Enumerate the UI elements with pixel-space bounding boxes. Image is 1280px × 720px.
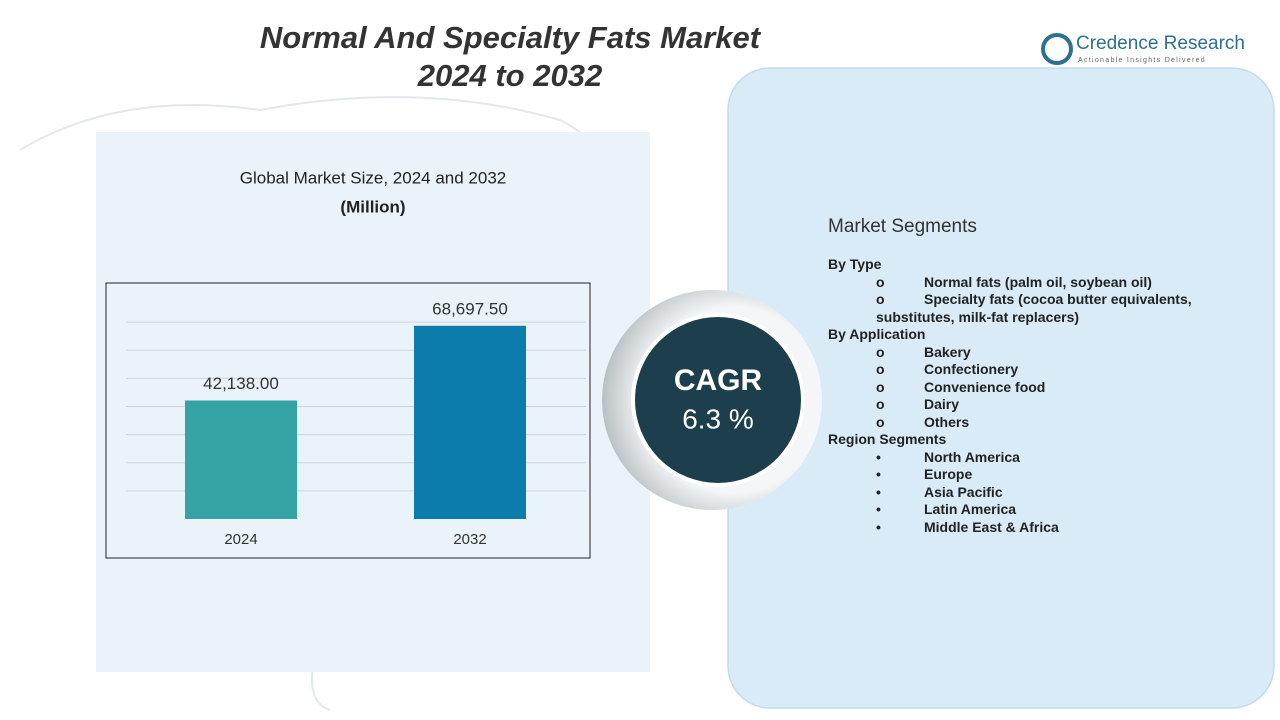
bullet: • xyxy=(876,501,881,517)
bar xyxy=(414,325,526,519)
segment-item-text: Dairy xyxy=(924,396,960,412)
title-line-2: 2024 to 2032 xyxy=(417,58,603,93)
logo-tagline: Actionable Insights Delivered xyxy=(1078,57,1206,64)
segment-item: o Convenience food xyxy=(876,379,1216,397)
segment-item: o Others xyxy=(876,414,1216,432)
segment-item: o Specialty fats (cocoa butter equivalent… xyxy=(876,291,1216,326)
x-tick-label: 2032 xyxy=(453,531,486,548)
title-line-1: Normal And Specialty Fats Market xyxy=(259,20,761,55)
segment-item-text: Others xyxy=(924,413,970,430)
bullet: o xyxy=(876,378,885,395)
segments: Market Segments By Type o Normal fats (pal… xyxy=(828,216,1248,536)
data-label: 42,138.00 xyxy=(203,374,279,393)
plot-frame xyxy=(105,282,591,559)
segment-item-text: Convenience food xyxy=(924,378,1046,395)
bar xyxy=(185,400,297,519)
cagr-label: CAGR xyxy=(674,364,763,397)
bullet: o xyxy=(876,273,885,290)
segment-item: o Normal fats (palm oil, soybean oil) xyxy=(876,274,1216,292)
bullet: • xyxy=(876,483,881,500)
bullet: • xyxy=(876,448,881,465)
segment-item-text: Asia Pacific xyxy=(924,483,1003,500)
bullet: • xyxy=(876,466,881,482)
segment-item: • Europe xyxy=(876,466,1216,484)
bullet: o xyxy=(876,343,885,360)
bullet: o xyxy=(876,413,885,430)
segment-item-text: Normal fats (palm oil, soybean oil) xyxy=(924,273,1152,290)
segment-heading: Region Segments xyxy=(828,431,947,447)
segments-title: Market Segments xyxy=(828,216,977,237)
segment-item-text: Confectionery xyxy=(924,361,1019,377)
logo-name: Credence Research xyxy=(1076,33,1245,54)
segment-item-text: Specialty fats (cocoa butter equivalents… xyxy=(876,291,1192,325)
segment-item: • Asia Pacific xyxy=(876,484,1216,502)
segment-item-text: Latin America xyxy=(924,501,1017,517)
data-label: 68,697.50 xyxy=(432,299,508,318)
chart-title: Global Market Size, 2024 and 2032 xyxy=(240,168,507,187)
segment-item-text: Europe xyxy=(924,466,973,482)
bullet: o xyxy=(876,291,885,307)
logo-icon xyxy=(1041,33,1073,65)
bullet: o xyxy=(876,361,885,377)
bullet: • xyxy=(876,518,881,535)
segment-heading: By Type xyxy=(828,256,882,272)
segment-item-text: North America xyxy=(924,448,1020,465)
segment-heading: By Application xyxy=(828,326,926,342)
cagr-value: 6.3 % xyxy=(682,403,754,434)
x-tick-label: 2024 xyxy=(224,531,257,548)
segment-item: o Bakery xyxy=(876,344,1216,362)
segment-item: o Confectionery xyxy=(876,361,1216,379)
segment-item: • North America xyxy=(876,449,1216,467)
cagr-circle xyxy=(631,313,805,487)
segment-item: o Dairy xyxy=(876,396,1216,414)
segment-item: • Latin America xyxy=(876,501,1216,519)
segment-item-text: Middle East & Africa xyxy=(924,518,1059,535)
chart-subtitle: (Million) xyxy=(340,197,405,216)
bullet: o xyxy=(876,396,885,412)
segment-item: • Middle East & Africa xyxy=(876,519,1216,537)
segment-item-text: Bakery xyxy=(924,343,971,360)
